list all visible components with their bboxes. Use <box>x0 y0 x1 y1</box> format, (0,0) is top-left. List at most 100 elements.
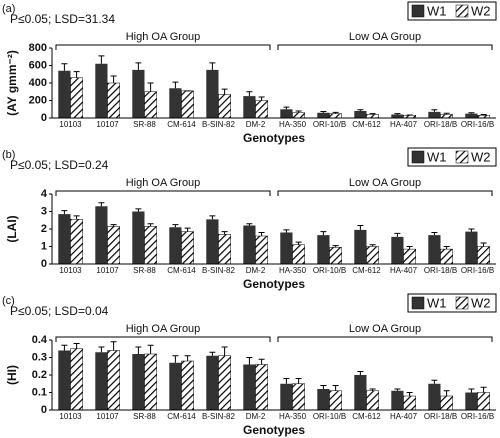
legend-box <box>407 147 497 167</box>
x-tick-label: 10107 <box>96 412 119 421</box>
error-bar <box>258 358 265 365</box>
error-bar <box>468 228 475 232</box>
bar <box>292 112 305 119</box>
error-bar <box>110 224 117 227</box>
annotation: P≤0.05; LSD=31.34 <box>10 12 115 26</box>
bar <box>169 362 182 410</box>
group-bracket <box>277 44 493 50</box>
y-tick-label: 0.4 <box>32 334 48 346</box>
y-tick-label: 0.3 <box>32 351 47 363</box>
legend-swatch <box>455 150 469 164</box>
bar <box>70 348 83 411</box>
bar <box>169 227 182 264</box>
x-tick-label: HA-350 <box>279 412 307 421</box>
bar <box>317 235 330 264</box>
bar <box>354 229 367 264</box>
bar <box>58 350 71 410</box>
error-bar <box>73 71 80 78</box>
legend-label: W2 <box>471 149 491 164</box>
bar <box>206 219 219 264</box>
bar <box>329 113 342 119</box>
legend-swatch <box>455 296 469 310</box>
error-bar <box>110 341 117 351</box>
x-tick-label: CM-614 <box>167 412 196 421</box>
bar <box>440 395 453 411</box>
legend-label: W1 <box>427 3 447 18</box>
error-bar <box>443 390 450 396</box>
y-tick-label: 800 <box>29 42 47 54</box>
bar <box>132 211 145 264</box>
bar <box>95 206 108 264</box>
error-bar <box>320 231 327 236</box>
bar <box>144 226 157 265</box>
x-tick-label: CM-612 <box>352 266 381 275</box>
bar <box>144 91 157 119</box>
x-tick-label: 10107 <box>96 120 119 129</box>
error-bar <box>431 109 438 112</box>
bar <box>181 360 194 411</box>
y-tick-label: 600 <box>29 59 47 71</box>
y-tick-label: 3 <box>41 205 47 217</box>
error-bar <box>61 210 68 215</box>
x-tick-label: B-SIN-82 <box>202 266 235 275</box>
legend-swatch <box>411 296 425 310</box>
bar <box>169 88 182 118</box>
x-tick-label: HA-350 <box>279 266 307 275</box>
x-tick-label: ORI-18/B <box>424 266 457 275</box>
y-tick-label: 4 <box>41 188 48 200</box>
error-bar <box>172 355 179 363</box>
y-axis-label: (HI) <box>5 365 19 385</box>
error-bar <box>394 388 401 391</box>
bar <box>107 350 120 411</box>
error-bar <box>431 232 438 236</box>
bar <box>280 232 293 264</box>
bar <box>255 100 268 119</box>
bar <box>465 231 478 264</box>
panel-label: (b) <box>2 149 15 161</box>
bar <box>366 390 379 411</box>
error-bar <box>184 355 191 361</box>
legend-label: W2 <box>471 295 491 310</box>
error-bar <box>394 113 401 115</box>
error-bar <box>110 75 117 83</box>
annotation: P≤0.05; LSD=0.24 <box>10 158 109 172</box>
bar <box>280 383 293 410</box>
bar <box>391 390 404 410</box>
bar <box>243 225 256 264</box>
error-bar <box>98 202 105 207</box>
x-tick-label: DM-2 <box>246 412 266 421</box>
x-tick-label: B-SIN-82 <box>202 120 235 129</box>
bar <box>58 214 71 264</box>
error-bar <box>295 110 302 113</box>
error-bar <box>73 343 80 349</box>
error-bar <box>480 242 487 247</box>
x-tick-label: SR-88 <box>133 412 156 421</box>
bar <box>181 90 194 119</box>
error-bar <box>209 215 216 220</box>
bar <box>206 69 219 118</box>
x-tick-label: ORI-10/B <box>313 412 346 421</box>
legend-label: W1 <box>427 149 447 164</box>
bar <box>366 246 379 265</box>
group-label: High OA Group <box>126 177 201 189</box>
error-bar <box>369 244 376 247</box>
error-bar <box>320 385 327 389</box>
bar <box>477 392 490 411</box>
bar <box>317 389 330 410</box>
error-bar <box>480 386 487 393</box>
error-bar <box>147 82 154 92</box>
bar <box>206 355 219 410</box>
x-tick-label: ORI-16/B <box>461 120 494 129</box>
error-bar <box>406 392 413 396</box>
bar <box>132 69 145 118</box>
error-bar <box>332 245 339 248</box>
error-bar <box>320 110 327 113</box>
error-bar <box>283 106 290 110</box>
error-bar <box>221 346 228 356</box>
y-axis-label: (LAI) <box>5 215 19 242</box>
panel-label: (c) <box>2 295 15 307</box>
bar <box>391 236 404 264</box>
group-bracket <box>277 336 493 342</box>
bar <box>218 355 231 411</box>
error-bar <box>406 246 413 250</box>
